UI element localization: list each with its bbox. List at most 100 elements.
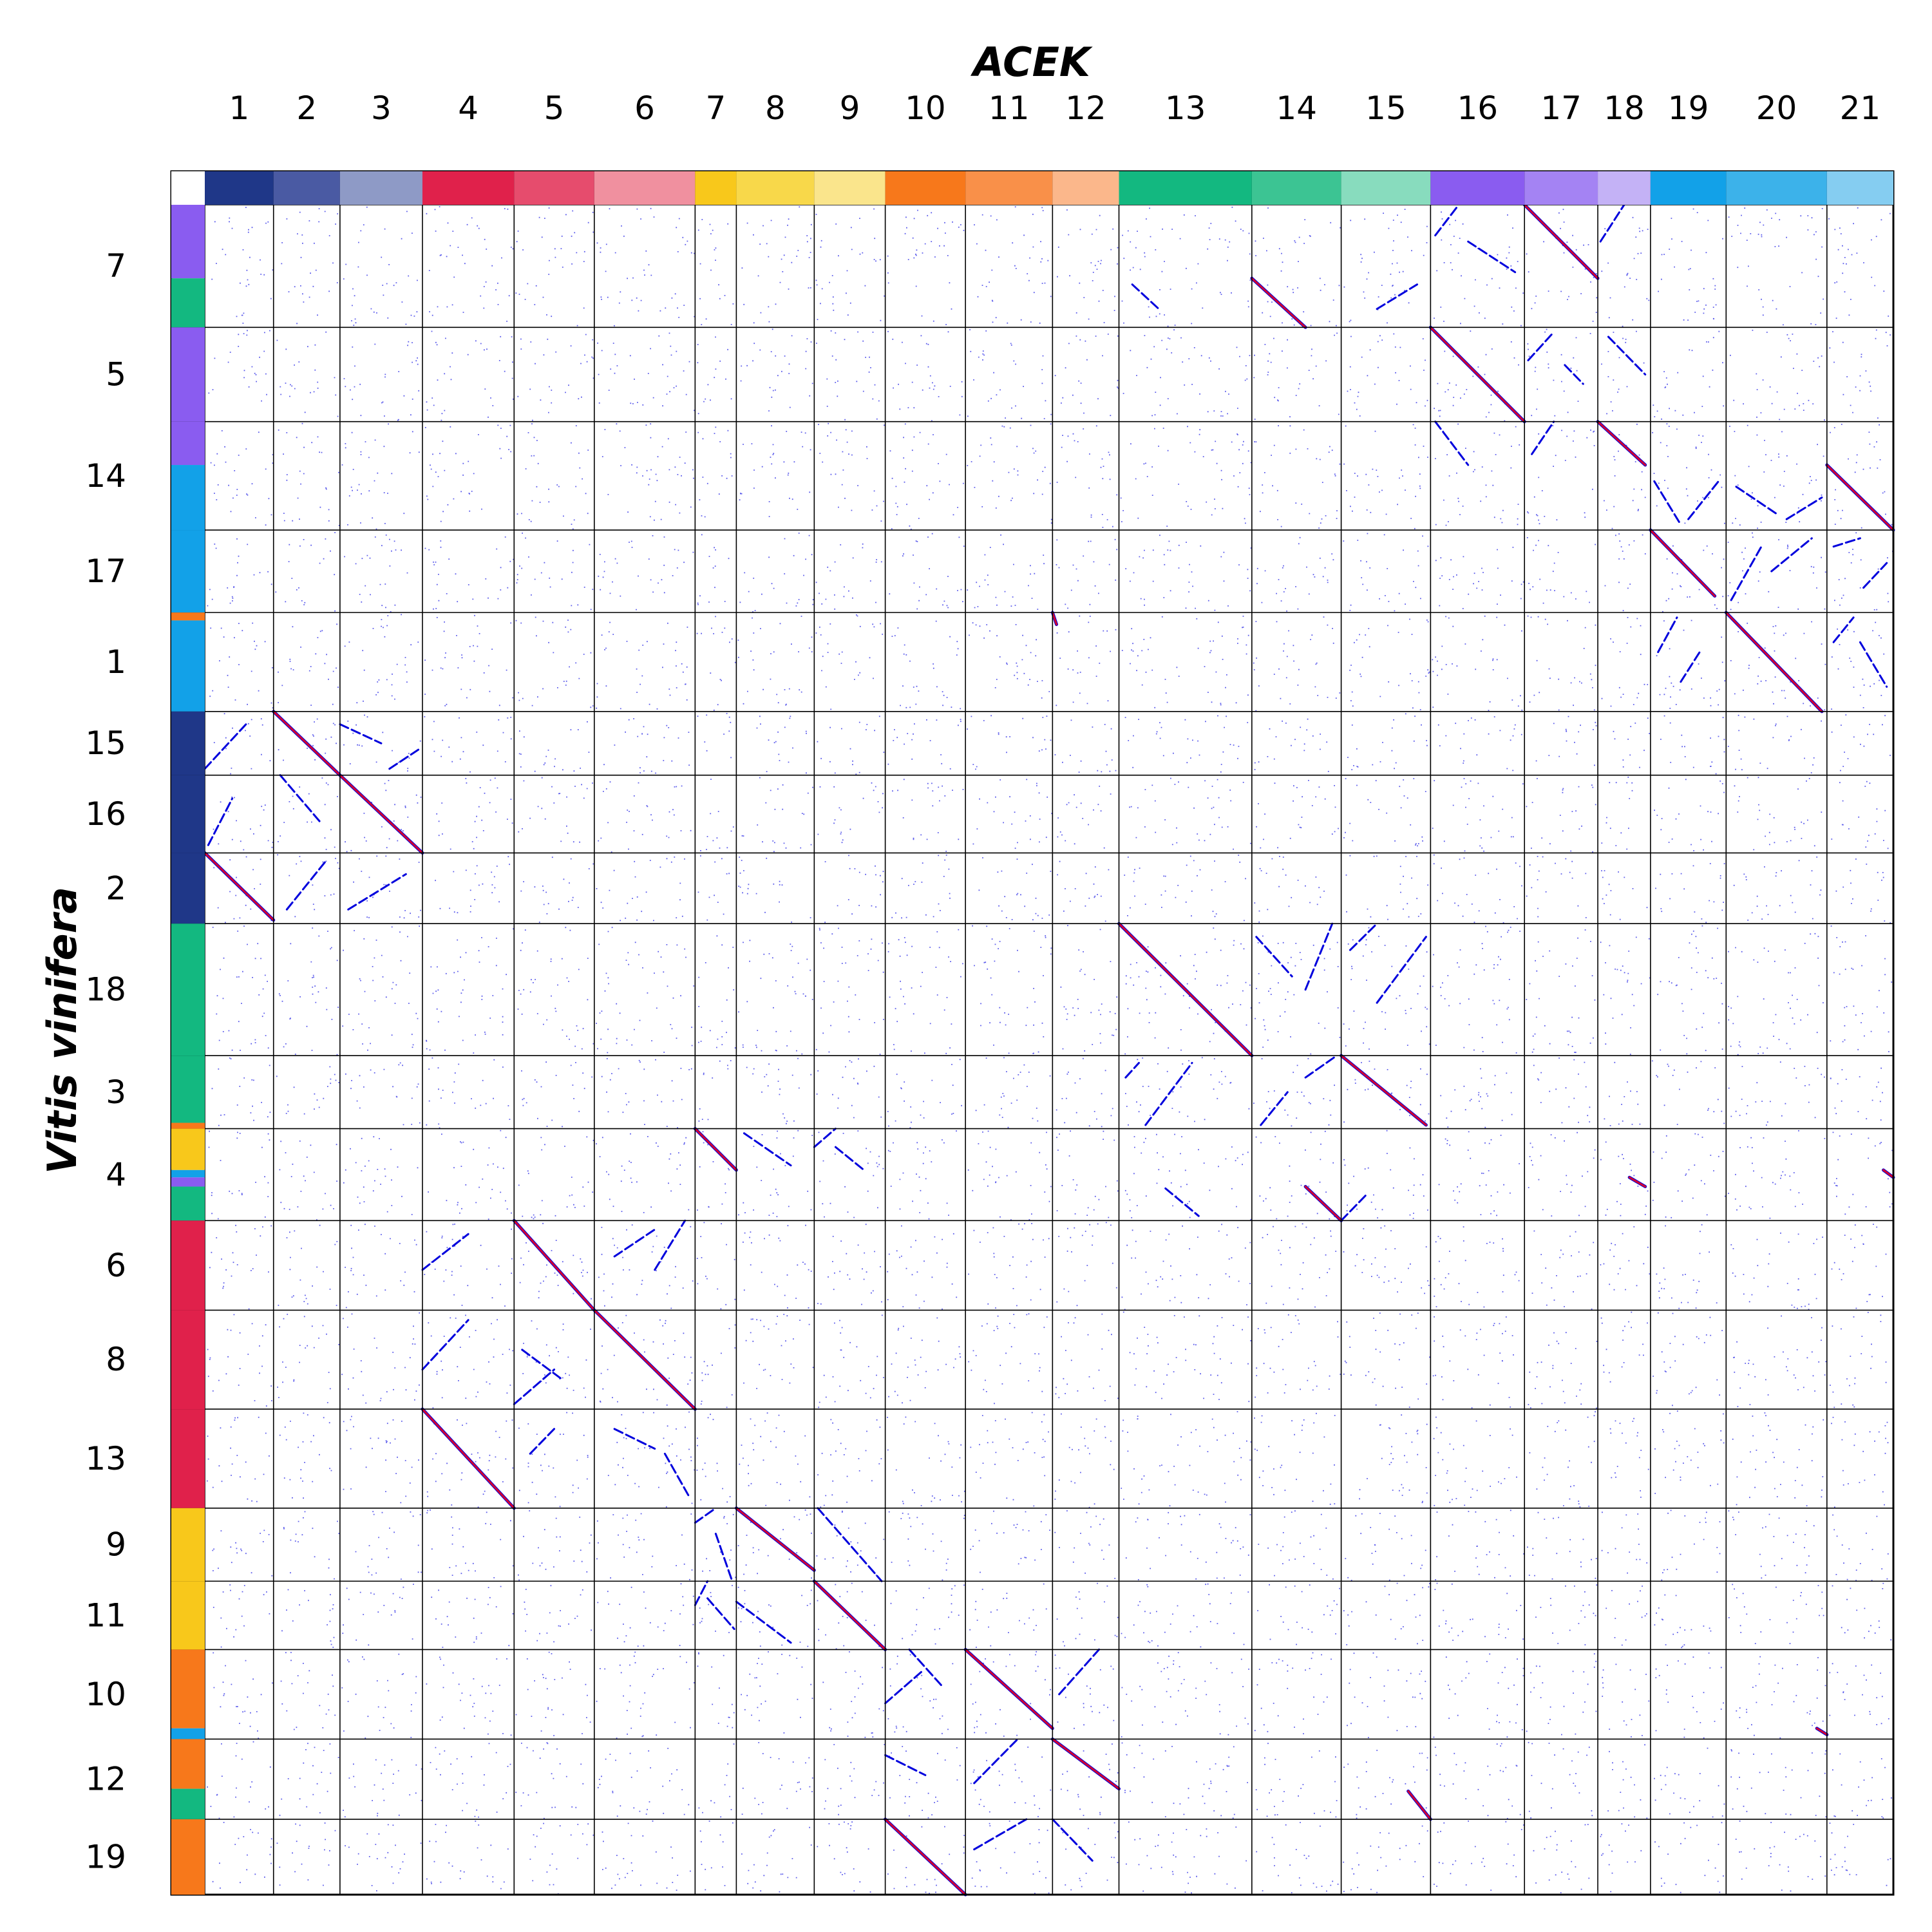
cell-11-13 xyxy=(965,1409,1053,1508)
cell-13-15 xyxy=(1119,711,1252,775)
y-chromosome-bar-10-segment-1 xyxy=(171,1728,205,1739)
cell-17-17 xyxy=(1524,530,1598,613)
cell-8-19 xyxy=(736,1819,815,1895)
synteny-block-minor-6-6-61 xyxy=(613,1228,656,1258)
cell-1-13 xyxy=(205,1409,274,1508)
cell-10-10 xyxy=(885,1649,966,1739)
cell-16-18 xyxy=(1430,923,1525,1056)
cell-11-5 xyxy=(965,327,1053,422)
x-tick-label-17: 17 xyxy=(1540,90,1582,127)
cell-12-4 xyxy=(1052,1128,1119,1221)
synteny-block-minor-13-4-57 xyxy=(1164,1187,1200,1217)
cell-14-18 xyxy=(1251,923,1341,1056)
noise-dots-17-15 xyxy=(1535,715,1597,766)
cell-19-2 xyxy=(1650,853,1727,924)
y-tick-label-3: 3 xyxy=(106,1074,126,1111)
cell-15-1 xyxy=(1341,612,1431,712)
synteny-block-minor-17-14-14 xyxy=(1531,421,1555,455)
cell-2-14 xyxy=(273,421,340,531)
cell-1-5 xyxy=(205,327,274,422)
cell-13-4 xyxy=(1119,1128,1252,1221)
cell-13-16 xyxy=(1119,775,1252,853)
cell-17-3 xyxy=(1524,1056,1598,1129)
cell-16-15 xyxy=(1430,711,1525,775)
y-chromosome-bar-17-segment-0 xyxy=(171,530,205,613)
cell-4-9 xyxy=(422,1508,515,1582)
cell-10-7 xyxy=(885,205,966,328)
synteny-block-minor-19-1-26 xyxy=(1657,616,1678,654)
cell-11-15 xyxy=(965,711,1053,775)
y-chromosome-bar-2-segment-0 xyxy=(171,853,205,924)
x-chromosome-bar-14 xyxy=(1251,171,1341,205)
synteny-block-minor-17-5-8 xyxy=(1527,331,1555,362)
cell-7-15 xyxy=(695,711,737,775)
cell-10-1 xyxy=(885,612,966,712)
synteny-block-major-12-1-25 xyxy=(1051,611,1058,626)
cell-4-2 xyxy=(422,853,515,924)
cell-11-11 xyxy=(965,1581,1053,1650)
x-tick-label-13: 13 xyxy=(1165,90,1206,127)
cell-20-9 xyxy=(1726,1508,1827,1582)
synteny-block-minor-5-13-68 xyxy=(529,1428,556,1455)
y-chromosome-bar-1-segment-1 xyxy=(171,620,205,712)
noise-dots-10-9 xyxy=(888,1511,965,1581)
cell-7-9 xyxy=(695,1508,737,1582)
cell-12-14 xyxy=(1052,421,1119,531)
cell-21-10 xyxy=(1826,1649,1893,1739)
cell-10-14 xyxy=(885,421,966,531)
cell-14-15 xyxy=(1251,711,1341,775)
cell-21-4 xyxy=(1826,1128,1893,1221)
cell-1-17 xyxy=(205,530,274,613)
cell-19-8 xyxy=(1650,1310,1727,1410)
noise-dots-20-1 xyxy=(1730,621,1826,711)
cell-12-8 xyxy=(1052,1310,1119,1410)
cell-12-1 xyxy=(1052,612,1119,712)
synteny-block-major-2-15-30 xyxy=(272,710,341,777)
cell-21-13 xyxy=(1826,1409,1893,1508)
cell-21-5 xyxy=(1826,327,1893,422)
cell-7-4 xyxy=(695,1128,737,1221)
y-chromosome-bar-12-segment-0 xyxy=(171,1739,205,1789)
cell-3-8 xyxy=(339,1310,422,1410)
synteny-block-major-21-14-12 xyxy=(1826,464,1895,531)
cell-4-11 xyxy=(422,1581,515,1650)
cell-11-1 xyxy=(965,612,1053,712)
synteny-block-minor-5-8-66 xyxy=(513,1368,556,1405)
cell-9-19 xyxy=(814,1819,886,1895)
synteny-block-minor-21-1-29 xyxy=(1859,641,1888,688)
x-tick-label-21: 21 xyxy=(1840,90,1881,127)
y-tick-label-15: 15 xyxy=(85,724,126,762)
cell-15-5 xyxy=(1341,327,1431,422)
cell-16-3 xyxy=(1430,1056,1525,1129)
cell-8-6 xyxy=(736,1220,815,1311)
cell-9-8 xyxy=(814,1310,886,1410)
cell-21-2 xyxy=(1826,853,1893,924)
cell-8-14 xyxy=(736,421,815,531)
cell-3-4 xyxy=(339,1128,422,1221)
cell-10-16 xyxy=(885,775,966,853)
synteny-block-minor-15-18-43 xyxy=(1349,922,1378,951)
cell-11-17 xyxy=(965,530,1053,613)
cell-17-13 xyxy=(1524,1409,1598,1508)
cell-21-9 xyxy=(1826,1508,1893,1582)
cell-10-5 xyxy=(885,327,966,422)
noise-dots-14-10 xyxy=(1254,1652,1332,1734)
cell-19-14 xyxy=(1650,421,1727,531)
grid-lines xyxy=(170,170,1895,1896)
x-chromosome-bar-15 xyxy=(1341,171,1431,205)
synteny-block-major-19-17-19 xyxy=(1649,529,1716,598)
cell-6-4 xyxy=(594,1128,696,1221)
y-tick-label-1: 1 xyxy=(106,643,126,681)
noise-dots-1-11 xyxy=(213,1584,270,1648)
cell-2-4 xyxy=(273,1128,340,1221)
cell-18-17 xyxy=(1598,530,1651,613)
cell-16-16 xyxy=(1430,775,1525,853)
cell-6-5 xyxy=(594,327,696,422)
cell-21-11 xyxy=(1826,1581,1893,1650)
cell-13-12 xyxy=(1119,1739,1252,1819)
cell-21-12 xyxy=(1826,1739,1893,1819)
synteny-block-minor-18-5-10 xyxy=(1607,336,1647,375)
noise-dots-14-11 xyxy=(1257,1584,1340,1645)
cell-6-3 xyxy=(594,1056,696,1129)
